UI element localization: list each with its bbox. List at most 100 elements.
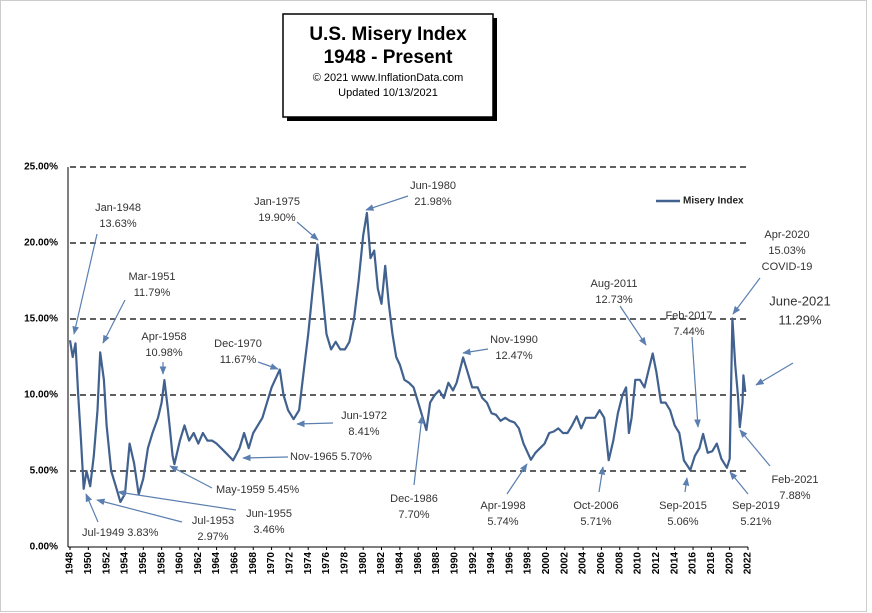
annotation: Apr-1998	[480, 500, 525, 512]
annotation-arrow	[691, 336, 701, 428]
annotation-arrow	[682, 477, 690, 493]
chart-title: U.S. Misery Index	[309, 24, 467, 45]
x-tick-label: 1986	[413, 552, 424, 575]
x-tick-label: 1972	[285, 552, 296, 575]
annotation-arrow	[729, 471, 749, 495]
annotation: 12.73%	[595, 294, 633, 306]
annotation: 21.98%	[414, 196, 452, 208]
annotation: Jul-1949 3.83%	[82, 527, 159, 539]
annotation-arrow	[739, 429, 771, 467]
annotation-arrow	[72, 233, 98, 335]
legend-label: Misery Index	[683, 196, 744, 207]
annotation: 11.79%	[134, 287, 171, 299]
annotation: 19.90%	[258, 212, 296, 224]
y-tick-label: 10.00%	[24, 390, 58, 401]
x-tick-label: 1982	[376, 552, 387, 575]
annotation: Jun-1955	[246, 508, 292, 520]
updated: Updated 10/13/2021	[338, 87, 438, 99]
credit: © 2021 www.InflationData.com	[313, 72, 464, 84]
annotation-arrow	[732, 277, 761, 315]
annotation-arrow	[242, 454, 289, 462]
y-tick-label: 25.00%	[24, 162, 58, 173]
annotation-arrow	[619, 305, 647, 346]
annotation-arrow	[85, 493, 99, 523]
annotation-arrow	[296, 420, 334, 428]
x-tick-label: 2016	[688, 552, 699, 575]
annotation-arrow	[257, 361, 279, 370]
annotation: Nov-1990	[490, 334, 538, 346]
x-tick-label: 2012	[651, 552, 662, 575]
x-tick-label: 1980	[358, 552, 369, 575]
x-tick-label: 1978	[340, 552, 351, 575]
annotation: 12.47%	[495, 350, 533, 362]
annotation-arrow	[413, 415, 425, 486]
x-tick-label: 1992	[468, 552, 479, 575]
annotation-arrow	[462, 348, 489, 356]
annotation: Feb-2017	[665, 310, 712, 322]
annotation-arrow	[755, 362, 794, 386]
title-box	[282, 13, 494, 118]
x-tick-label: 1988	[431, 552, 442, 575]
annotation: Jun-1972	[341, 410, 387, 422]
y-tick-label: 5.00%	[30, 466, 58, 477]
annotation: 13.63%	[99, 218, 137, 230]
annotation: May-1959 5.45%	[216, 484, 299, 496]
annotation: 7.88%	[779, 490, 810, 502]
annotation: 5.74%	[487, 516, 518, 528]
x-tick-label: 2020	[724, 552, 735, 575]
annotation-arrow	[365, 195, 409, 211]
annotation: Jan-1975	[254, 196, 300, 208]
x-tick-label: 1950	[83, 552, 94, 575]
annotation-arrow	[169, 465, 213, 489]
annotation-arrow	[598, 466, 606, 493]
annotation: 5.71%	[580, 516, 611, 528]
annotation-arrow	[296, 221, 319, 241]
annotation-arrow	[96, 498, 183, 523]
annotation: Feb-2021	[771, 474, 818, 486]
annotation-arrow	[506, 463, 528, 495]
chart-subtitle: 1948 - Present	[324, 47, 454, 68]
x-tick-label: 2022	[743, 552, 754, 575]
annotation: Sep-2019	[732, 500, 780, 512]
x-tick-label: 1970	[266, 552, 277, 575]
annotation: Nov-1965 5.70%	[290, 451, 372, 463]
annotation: 5.06%	[667, 516, 698, 528]
annotation: Aug-2011	[591, 278, 638, 290]
annotation: Dec-1970	[214, 338, 262, 350]
annotation: COVID-19	[762, 261, 813, 273]
x-tick-label: 1958	[156, 552, 167, 575]
x-tick-label: 1964	[211, 552, 222, 575]
x-tick-label: 2006	[596, 552, 607, 575]
annotation: 2.97%	[197, 531, 228, 543]
y-tick-label: 15.00%	[24, 314, 58, 325]
annotation: Oct-2006	[573, 500, 618, 512]
x-tick-label: 1952	[101, 552, 112, 575]
y-tick-label: 0.00%	[30, 542, 58, 553]
annotation-arrow	[117, 489, 237, 511]
x-tick-label: 2014	[669, 552, 680, 575]
x-tick-label: 1960	[175, 552, 186, 575]
annotation: 5.21%	[740, 516, 771, 528]
x-tick-label: 2018	[706, 552, 717, 575]
annotation: 7.44%	[673, 326, 704, 338]
x-tick-label: 1984	[394, 552, 405, 575]
annotation: 11.67%	[220, 354, 257, 366]
x-tick-label: 1956	[138, 552, 149, 575]
annotation: Dec-1986	[390, 493, 438, 505]
x-tick-label: 2010	[633, 552, 644, 575]
annotation: 15.03%	[768, 245, 806, 257]
annotation: Jan-1948	[95, 202, 141, 214]
x-tick-label: 2008	[614, 552, 625, 575]
x-tick-label: 1994	[486, 552, 497, 575]
y-tick-label: 20.00%	[24, 238, 58, 249]
annotation: Jun-1980	[410, 180, 456, 192]
annotation: Mar-1951	[128, 271, 175, 283]
x-tick-label: 1954	[120, 552, 131, 575]
x-tick-label: 1974	[303, 552, 314, 575]
x-tick-label: 2002	[559, 552, 570, 575]
annotation: June-2021	[769, 293, 830, 308]
annotation: 8.41%	[348, 426, 379, 438]
annotation: 3.46%	[253, 524, 284, 536]
annotation: Apr-2020	[764, 229, 809, 241]
